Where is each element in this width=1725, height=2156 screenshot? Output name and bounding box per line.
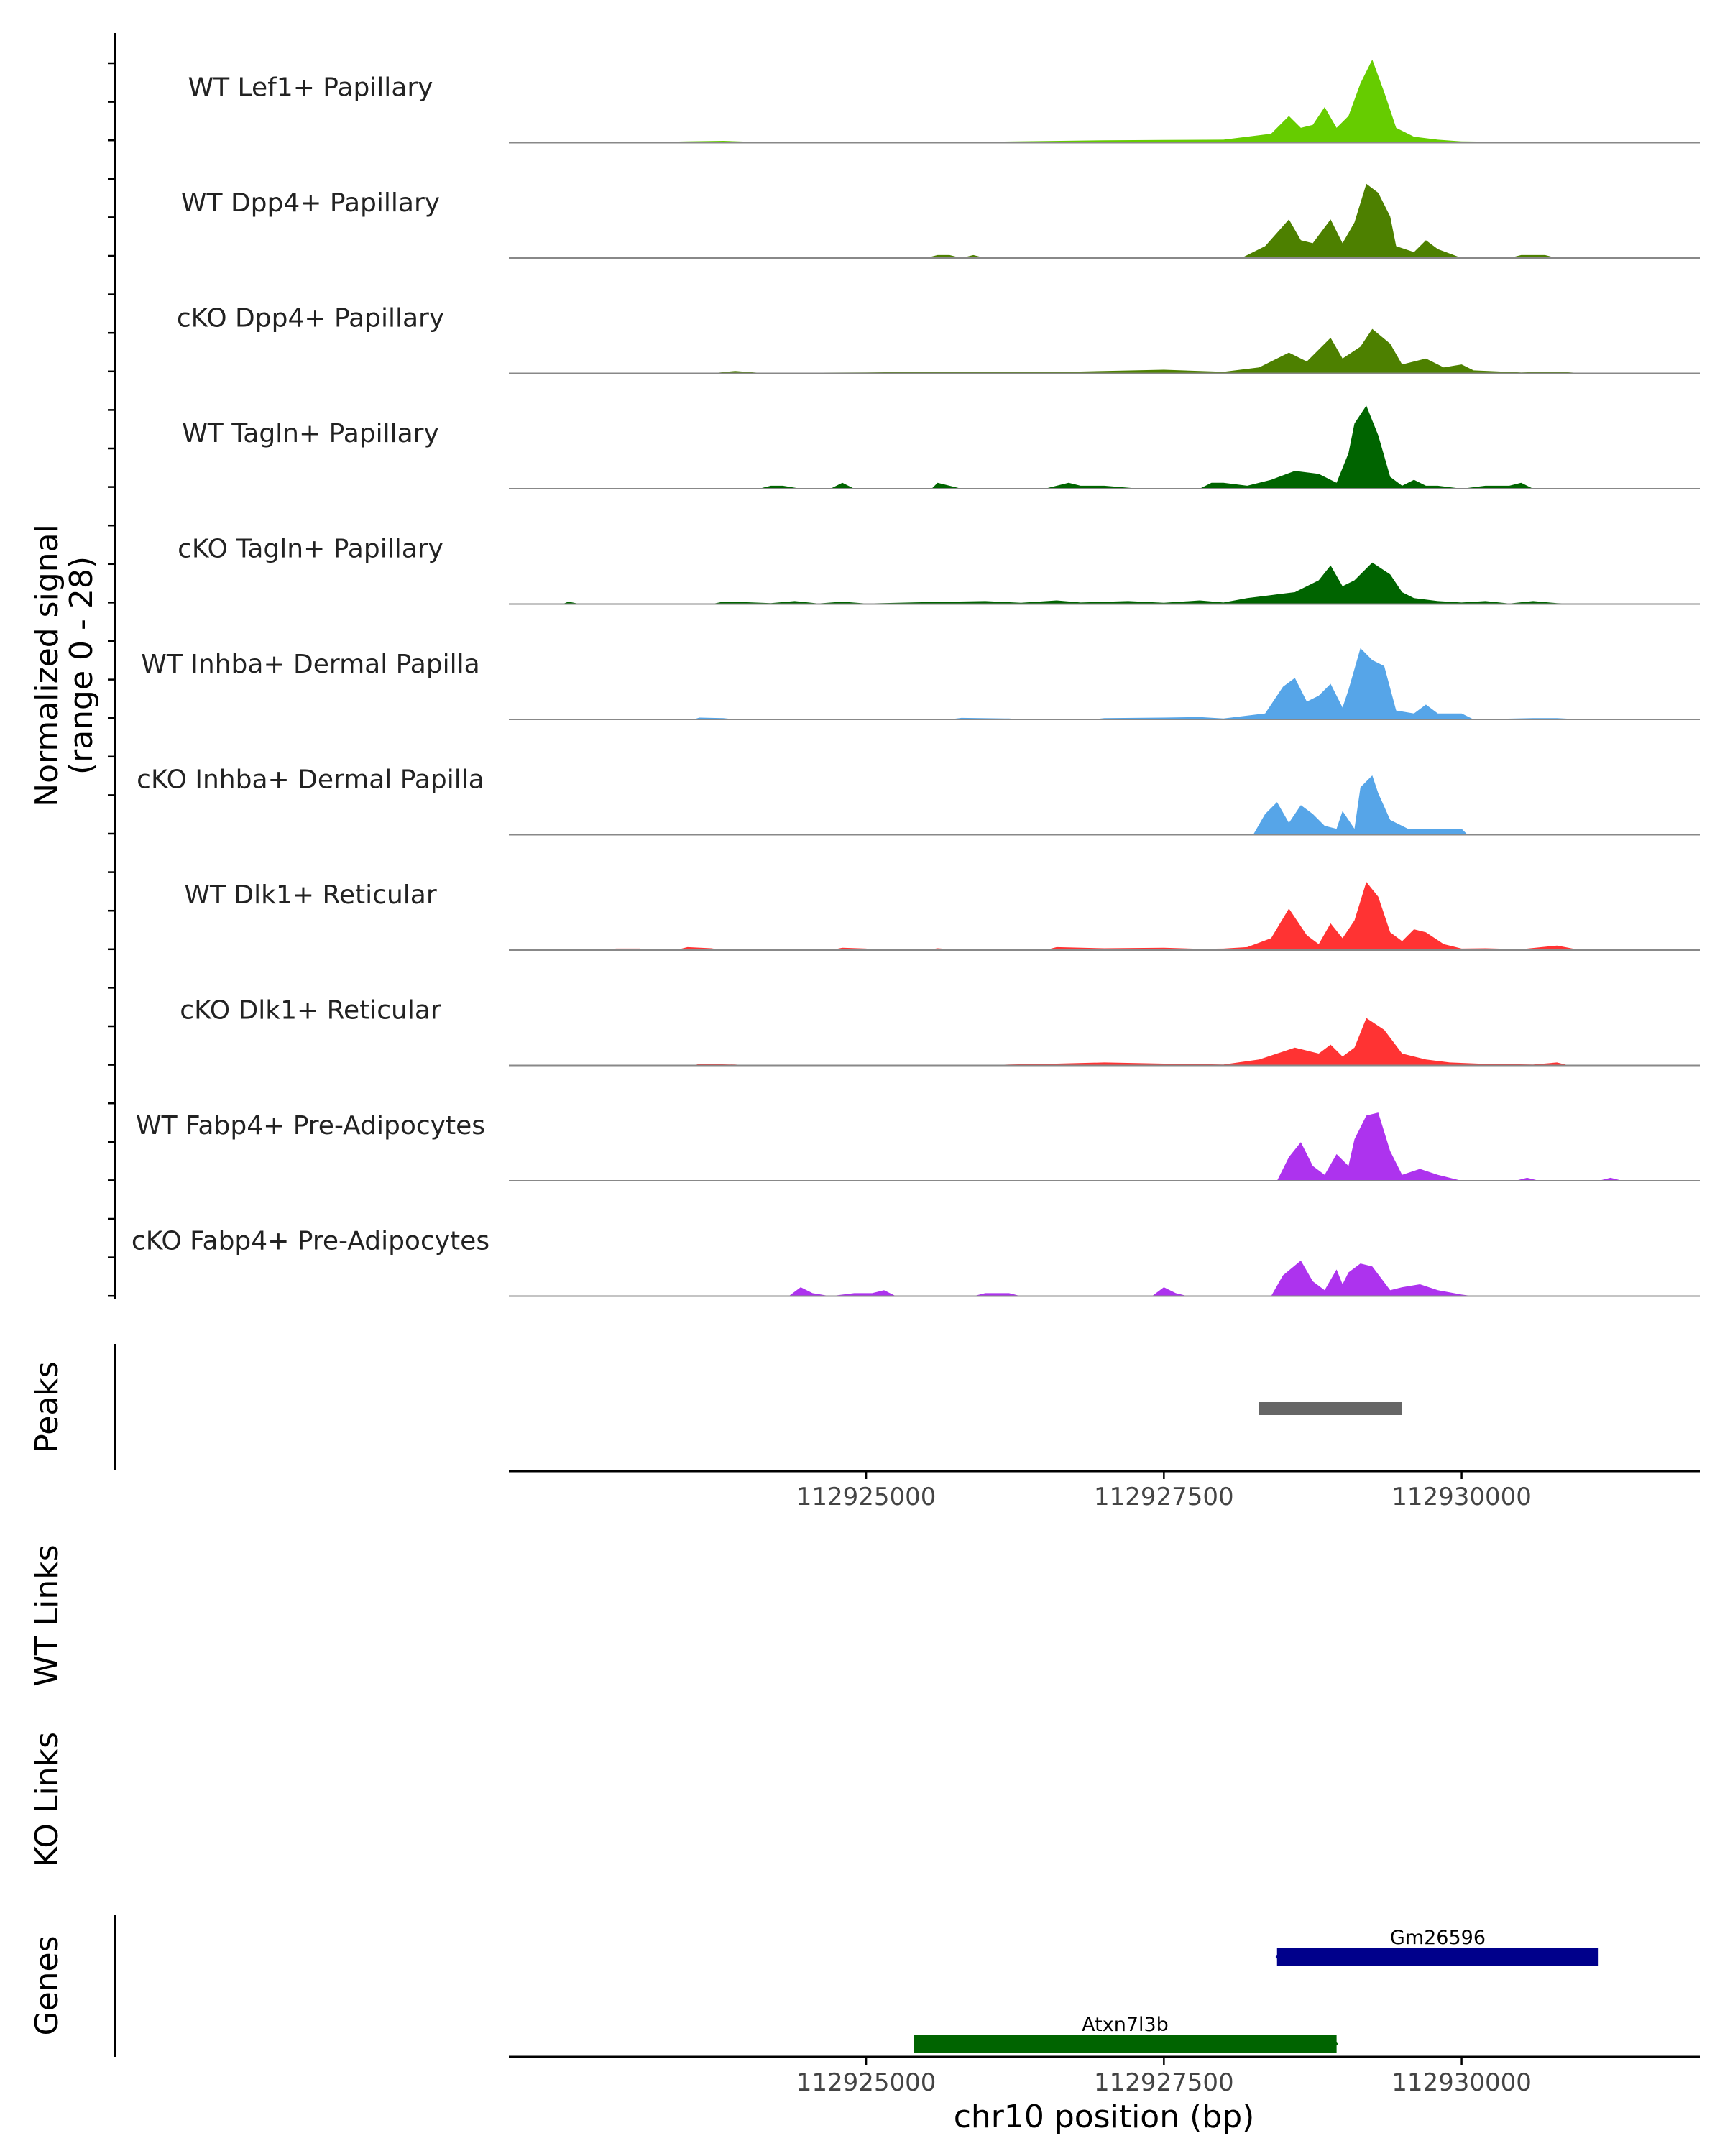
coverage-track: cKO Dlk1+ Reticular [180,996,1700,1067]
coverage-area [509,1261,1700,1296]
coverage-y-ticks [108,62,115,1297]
x-tick-label: 112930000 [1392,1483,1532,1511]
coverage-area [509,648,1700,719]
x-axis-ticks-top: 112925000 112927500 112930000 [796,1472,1532,1511]
coverage-tracks: WT Lef1+ Papillary WT Dpp4+ Papillary cKO … [132,59,1700,1297]
coverage-track: WT Dpp4+ Papillary [181,183,1700,259]
strand-arrow [1328,2035,1338,2053]
track-label: WT Dpp4+ Papillary [181,188,440,218]
gene-body [914,2035,1337,2053]
track-label: cKO Dlk1+ Reticular [180,996,441,1026]
coverage-track: WT Lef1+ Papillary [188,59,1700,144]
ko-links-label: KO Links [29,1732,65,1867]
coverage-track: WT Dlk1+ Reticular [184,880,1700,951]
gene-label: Atxn7l3b [1082,2014,1169,2036]
track-label: WT Dlk1+ Reticular [184,880,436,910]
coverage-area [509,328,1700,374]
track-label: cKO Tagln+ Papillary [178,535,443,564]
genes-layer: Gm26596 Atxn7l3b [914,1927,1599,2053]
x-tick-label: 112930000 [1392,2068,1532,2097]
track-label: WT Tagln+ Papillary [182,419,439,448]
genes-label: Genes [29,1935,65,2035]
track-label: cKO Dpp4+ Papillary [177,304,444,333]
strand-arrow [1275,1948,1285,1966]
coverage-track: cKO Fabp4+ Pre-Adipocytes [132,1227,1700,1297]
gene-body [1276,1948,1599,1966]
track-label: cKO Fabp4+ Pre-Adipocytes [132,1227,489,1256]
coverage-area [509,882,1700,950]
x-axis-ticks-bottom: 112925000 112927500 112930000 [796,2058,1532,2097]
coverage-area [509,405,1700,489]
coverage-area [509,183,1700,258]
coverage-track: cKO Tagln+ Papillary [178,535,1700,605]
peaks-label: Peaks [29,1361,65,1452]
track-label: WT Lef1+ Papillary [188,73,433,103]
x-tick-label: 112927500 [1094,1483,1234,1511]
coverage-track: cKO Inhba+ Dermal Papilla [137,765,1700,836]
x-tick-label: 112925000 [796,2068,937,2097]
gene: Gm26596 [1275,1927,1599,1966]
x-tick-label: 112925000 [796,1483,937,1511]
wt-links-label: WT Links [29,1544,65,1686]
coverage-area [509,1018,1700,1066]
x-axis-title: chr10 position (bp) [954,2099,1255,2135]
track-label: WT Fabp4+ Pre-Adipocytes [136,1111,485,1141]
gene-label: Gm26596 [1390,1927,1486,1949]
coverage-area [509,775,1700,835]
x-tick-label: 112927500 [1094,2068,1234,2097]
coverage-track: cKO Dpp4+ Papillary [177,304,1700,374]
gene: Atxn7l3b [914,2014,1338,2053]
coverage-ylabel-line2: (range 0 - 28) [63,556,100,775]
peak-bar [1259,1402,1402,1415]
coverage-area [509,59,1700,143]
track-label: WT Inhba+ Dermal Papilla [141,650,479,679]
coverage-track: WT Inhba+ Dermal Papilla [141,648,1700,720]
coverage-track: WT Fabp4+ Pre-Adipocytes [136,1111,1700,1181]
coverage-area [509,562,1700,604]
track-label: cKO Inhba+ Dermal Papilla [137,765,484,795]
coverage-ylabel-line1: Normalized signal [29,524,65,807]
peaks-layer [1259,1402,1402,1415]
coverage-track: WT Tagln+ Papillary [182,405,1700,489]
coverage-area [509,1112,1700,1181]
